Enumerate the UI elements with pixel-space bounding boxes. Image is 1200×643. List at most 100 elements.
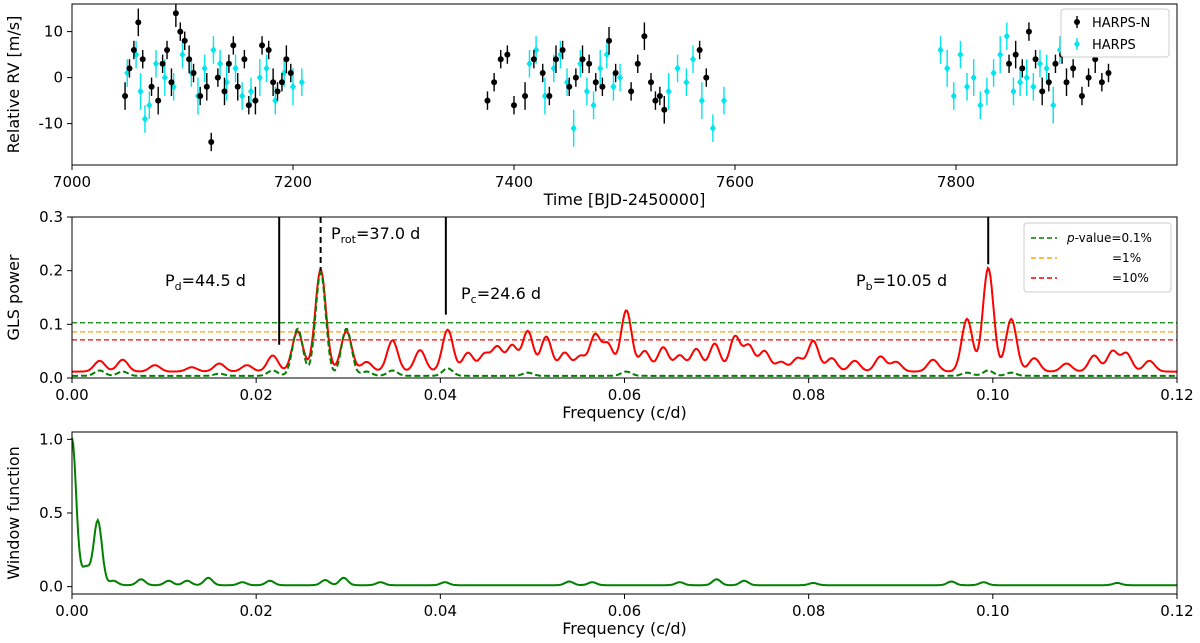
rv-point-harps [1030,82,1037,91]
legend-label: HARPS-N [1092,16,1150,31]
period-value: =24.6 d [477,284,541,303]
x-axis-label: Frequency (c/d) [562,403,687,422]
period-symbol: P [856,271,866,290]
rv-point-harps [161,73,168,82]
period-symbol: P [165,271,175,290]
rv-point-harps-n [164,47,171,53]
y-tick-label: 1.0 [39,430,63,448]
rv-point-harps-n [652,97,659,104]
rv-point-harps [141,115,148,123]
rv-point-harps [950,92,957,100]
legend-marker-harps-n [1074,19,1080,25]
gls-legend-box [1023,222,1172,293]
rv-point-harps-n [504,51,511,58]
period-label: Pd=44.5 d [165,271,246,293]
rv-legend: HARPS-N HARPS [1060,8,1170,58]
rv-point-harps [146,101,153,110]
rv-point-harps [201,64,208,73]
rv-point-harps [232,64,239,73]
period-label: Prot=37.0 d [331,224,420,246]
rv-point-harps [263,64,270,73]
period-value: =37.0 d [356,224,420,243]
rv-point-harps-n [197,93,204,99]
rv-point-harps [210,46,217,54]
rv-point-harps [541,92,548,100]
rv-point-harps-n [1039,88,1046,95]
rv-point-harps-n [225,60,232,67]
rv-point-harps-n [230,42,237,49]
rv-point-harps [683,78,690,87]
rv-point-harps-n [172,10,179,17]
rv-point-harps [709,124,716,133]
x-tick-label: 7000 [53,173,91,191]
rv-point-harps-n [599,83,606,90]
rv-point-harps-n [539,70,546,76]
rv-point-harps-n [511,102,517,109]
rv-point-harps-n [274,88,281,95]
rv-point-harps-n [552,56,559,63]
legend-fap-label: p-value=0.1% [1066,231,1152,245]
x-tick-label: 0.04 [424,386,457,404]
rv-point-harps [526,59,533,68]
plot-frame [71,431,1178,595]
rv-point-harps-n [634,60,641,67]
rv-point-harps-n [177,28,184,35]
rv-point-harps [617,73,624,82]
rv-point-harps-n [1063,79,1070,86]
rv-point-harps [179,50,186,59]
rv-point-harps [665,87,672,96]
rv-point-harps [239,92,246,100]
rv-point-harps [983,87,990,96]
rv-point-harps-n [155,97,162,104]
rv-point-harps-n [190,70,197,76]
rv-point-harps [698,96,705,105]
rv-point-harps-n [148,83,155,90]
rv-point-harps-n [1092,56,1099,63]
rv-point-harps [720,96,727,105]
rv-point-harps [290,82,296,91]
y-tick-label: 0.3 [39,208,63,226]
x-tick-label: 0.02 [239,602,272,620]
rv-legend-box [1060,8,1170,58]
rv-point-harps-n [168,79,175,86]
rv-point-harps-n [135,19,142,26]
rv-point-harps [944,64,951,73]
period-label: Pc=24.6 d [461,284,541,306]
rv-point-harps [603,50,610,59]
period-value: =44.5 d [182,271,246,290]
rv-point-harps-n [1019,65,1026,72]
rv-time-series-panel: 7000 7200 7400 7600 7800 10 0 -10 Time [BJD-2450… [4,3,1178,209]
rv-point-harps-n [122,93,129,99]
window-function-panel: 0.00 0.02 0.04 0.06 0.08 0.10 0.12 0.0 0.5 1.0 Fre… [4,430,1194,638]
y-tick-label: 0.0 [39,369,63,387]
x-tick-label: 0.00 [55,602,88,620]
x-tick-label: 0.12 [1160,602,1193,620]
rv-point-harps-n [656,93,663,99]
legend-fap-prefix: p [1066,231,1075,245]
rv-point-harps-n [696,47,703,53]
rv-point-harps-n [572,74,579,81]
x-tick-label: 0.10 [976,602,1009,620]
rv-point-harps [272,96,279,105]
rv-point-harps [152,59,159,68]
rv-point-harps-n [1098,79,1105,86]
rv-point-harps-n [566,83,573,90]
rv-point-harps-n [126,65,133,72]
y-tick-label: 10 [44,23,63,41]
x-tick-label: 0.12 [1160,386,1193,404]
rv-point-harps [583,87,590,96]
rv-point-harps-n [641,33,648,40]
window-function-curve [71,437,1177,587]
rv-point-harps-n [661,106,668,113]
x-tick-label: 7600 [716,173,754,191]
x-tick-label: 7200 [274,173,312,191]
rv-point-harps-n [586,60,593,67]
rv-point-harps-n [214,74,221,81]
rv-point-harps-n [1078,93,1085,99]
period-symbol: P [331,224,341,243]
rv-point-harps [990,69,997,77]
rv-point-harps-n [1105,70,1112,76]
rv-point-harps [964,82,971,91]
rv-point-harps-n [259,42,266,49]
rv-point-harps-n [546,93,553,99]
